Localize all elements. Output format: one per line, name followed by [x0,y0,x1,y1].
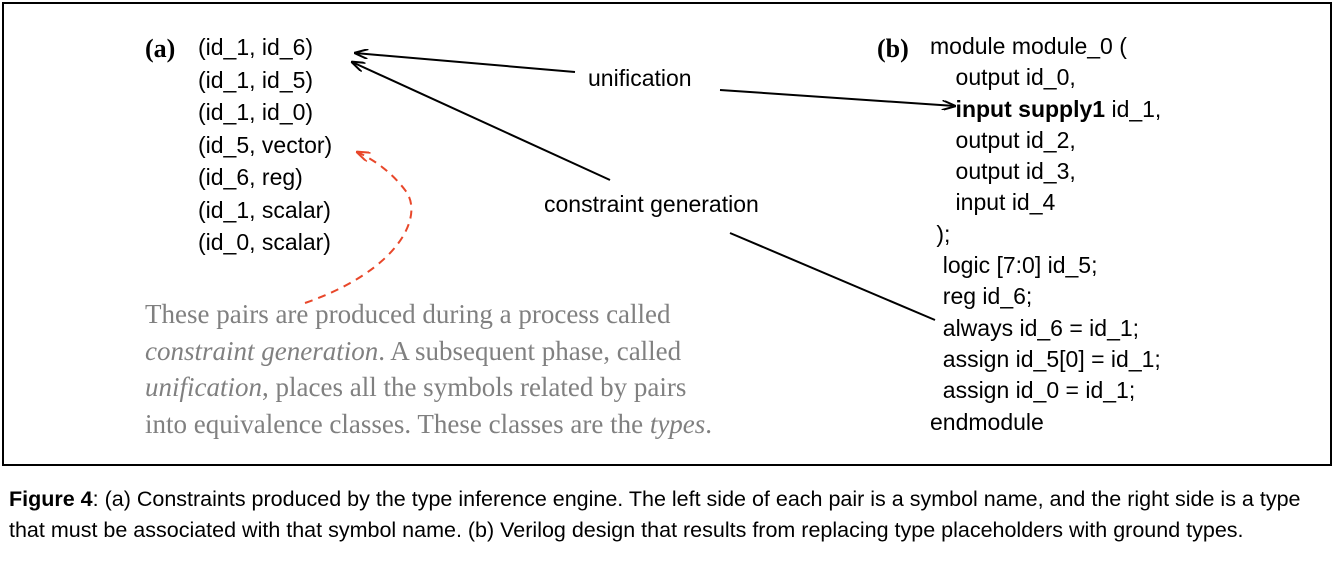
code-line: input id_4 [930,189,1056,216]
constraint-generation-arrow-up [352,62,611,181]
code-line: input supply1 id_1, [930,94,1162,125]
constraint-pair: (id_1, id_5) [198,66,314,93]
note-line-1: These pairs are produced during a proces… [145,299,671,329]
unification-arrow-left [355,53,576,73]
panel-b-label: (b) [877,34,909,63]
note-line-4: into equivalence classes. These classes … [145,406,875,443]
code-line: endmodule [930,408,1044,435]
note-line-2: constraint generation. A subsequent phas… [145,333,875,370]
constraint-pair: (id_5, vector) [198,131,333,158]
code-line: always id_6 = id_1; [930,314,1140,341]
constraint-pair: (id_6, reg) [198,164,303,190]
note-text: , places all the symbols related by pair… [262,372,687,402]
note-emphasis: unification [145,372,262,402]
note-text: . [705,408,713,439]
code-line: output id_0, [930,64,1076,91]
code-bold-keyword: input supply1 [930,95,1106,122]
note-text: into equivalence classes. These classes … [145,408,650,439]
constraint-pair: (id_1, scalar) [198,196,331,223]
code-line: assign id_5[0] = id_1; [930,345,1161,372]
caption-label: Figure 4 [9,487,93,511]
figure-caption: Figure 4: (a) Constraints produced by th… [9,484,1329,545]
unification-label: unification [588,65,692,92]
constraint-generation-line-down [729,232,936,321]
code-line: module module_0 ( [930,33,1127,59]
constraint-pairs-list: (id_1, id_6) (id_1, id_5) (id_1, id_0) (… [198,31,332,259]
note-emphasis: types [649,408,706,439]
code-text: id_1, [1105,95,1162,122]
code-line: output id_3, [930,158,1076,185]
dashed-note-arrow [304,152,413,304]
constraint-pair: (id_1, id_6) [198,34,314,60]
note-emphasis: constraint generation [145,335,379,366]
code-line: reg id_6; [930,283,1033,310]
figure-frame [2,2,1332,466]
verilog-code-block: module module_0 ( output id_0, input sup… [930,31,1161,438]
note-line-3: unification, places all the symbols rela… [145,369,875,406]
panel-a-label: (a) [145,34,176,63]
code-line: ); [930,220,951,247]
code-line: logic [7:0] id_5; [930,252,1098,279]
code-line: output id_2, [930,126,1076,153]
constraint-pair: (id_1, id_0) [198,99,314,125]
constraint-generation-label: constraint generation [544,191,759,218]
note-text: . A subsequent phase, called [378,335,682,366]
explanatory-note: These pairs are produced during a proces… [145,296,875,442]
code-line: assign id_0 = id_1; [930,377,1136,404]
caption-text: : (a) Constraints produced by the type i… [9,487,1301,542]
constraint-pair: (id_0, scalar) [198,229,331,255]
unification-arrow-right [719,89,955,106]
